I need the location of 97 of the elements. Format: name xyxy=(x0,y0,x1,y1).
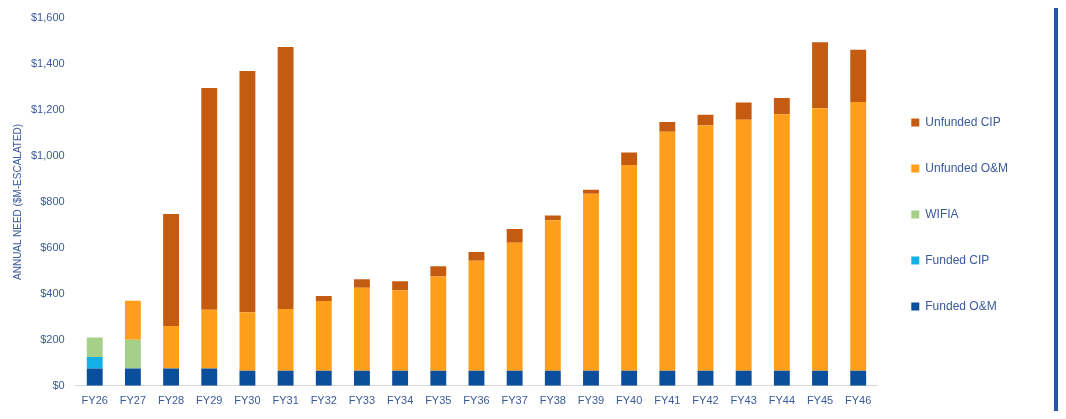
bar xyxy=(124,300,141,340)
bar xyxy=(735,119,752,371)
x-tick-label: FY29 xyxy=(196,394,223,407)
bar xyxy=(430,276,447,371)
bar xyxy=(277,46,294,310)
bar xyxy=(544,220,561,371)
bar xyxy=(277,309,294,371)
y-tick-label: $1,400 xyxy=(30,57,65,70)
bar xyxy=(697,125,714,371)
legend-label: Funded CIP xyxy=(925,252,990,267)
bar xyxy=(621,152,638,166)
bar xyxy=(659,121,676,132)
y-tick-label: $1,600 xyxy=(30,11,65,24)
y-tick-label: $200 xyxy=(40,332,65,345)
bar xyxy=(315,295,332,301)
x-tick-label: FY41 xyxy=(654,394,681,407)
bar xyxy=(468,260,485,371)
bar xyxy=(583,193,599,371)
y-tick-label: $400 xyxy=(40,286,65,299)
y-tick-label: $600 xyxy=(40,240,65,253)
bar xyxy=(239,312,256,371)
y-tick-label: $1,200 xyxy=(30,102,65,115)
x-tick-label: FY31 xyxy=(272,394,299,407)
bar xyxy=(659,370,676,386)
x-tick-label: FY28 xyxy=(157,394,185,407)
legend-label: Unfunded CIP xyxy=(925,114,1001,129)
y-tick-label: $800 xyxy=(40,194,65,207)
y-tick-label: $1,000 xyxy=(30,148,65,161)
bar xyxy=(201,88,218,310)
x-tick-label: FY43 xyxy=(730,394,757,407)
bar xyxy=(468,252,485,261)
bar xyxy=(850,370,867,386)
x-tick-label: FY35 xyxy=(425,394,452,407)
bar xyxy=(124,339,141,369)
bar xyxy=(812,42,828,109)
bar xyxy=(583,370,599,386)
bar xyxy=(430,266,447,277)
x-tick-label: FY32 xyxy=(310,394,337,407)
bar xyxy=(773,370,790,386)
bar xyxy=(315,370,332,386)
bar xyxy=(163,326,180,369)
bar xyxy=(544,370,561,386)
x-tick-label: FY26 xyxy=(81,394,108,407)
x-tick-label: FY27 xyxy=(119,394,147,407)
bar xyxy=(850,101,867,371)
x-tick-label: FY37 xyxy=(501,394,528,407)
bar xyxy=(239,71,256,313)
bar xyxy=(277,370,294,386)
bar xyxy=(201,309,218,369)
legend-label: Unfunded O&M xyxy=(925,160,1009,175)
bar xyxy=(392,370,409,386)
x-tick-label: FY45 xyxy=(806,394,834,407)
bar xyxy=(621,370,638,386)
y-tick-label: $0 xyxy=(52,378,65,391)
bar xyxy=(583,189,599,194)
bar xyxy=(773,98,790,115)
x-tick-label: FY34 xyxy=(386,394,414,407)
bar xyxy=(735,102,752,120)
bar xyxy=(392,290,409,371)
y-axis-title: ANNUAL NEED ($M-ESCALATED) xyxy=(11,123,23,280)
x-tick-label: FY30 xyxy=(234,394,261,407)
legend-label: Funded O&M xyxy=(925,298,997,313)
bar xyxy=(773,114,790,371)
bar xyxy=(392,281,409,291)
bar xyxy=(812,370,828,386)
legend-label: WIFIA xyxy=(925,206,959,221)
bar xyxy=(659,131,676,371)
x-tick-label: FY36 xyxy=(463,394,490,407)
bar xyxy=(544,215,561,221)
bar xyxy=(430,370,447,386)
bar xyxy=(86,357,103,369)
bar xyxy=(354,279,370,288)
bar xyxy=(506,370,523,386)
x-tick-label: FY40 xyxy=(616,394,643,407)
x-tick-label: FY33 xyxy=(348,394,376,407)
bar xyxy=(812,108,828,371)
bar xyxy=(315,300,332,371)
bar xyxy=(697,114,714,126)
bar xyxy=(86,337,103,358)
x-tick-label: FY42 xyxy=(692,394,719,407)
bar xyxy=(354,287,370,371)
bar xyxy=(163,214,180,327)
x-tick-label: FY44 xyxy=(768,394,795,407)
x-tick-label: FY46 xyxy=(845,394,872,407)
bar xyxy=(239,370,256,386)
bar xyxy=(124,368,141,386)
bar xyxy=(735,370,752,386)
bar xyxy=(354,370,370,386)
x-tick-label: FY39 xyxy=(577,394,605,407)
x-tick-label: FY38 xyxy=(539,394,566,407)
bar xyxy=(201,368,218,386)
bar xyxy=(850,49,867,102)
bar xyxy=(506,229,523,243)
bar xyxy=(621,165,638,371)
bar xyxy=(86,368,103,386)
bar xyxy=(506,242,523,371)
bar xyxy=(163,368,180,386)
